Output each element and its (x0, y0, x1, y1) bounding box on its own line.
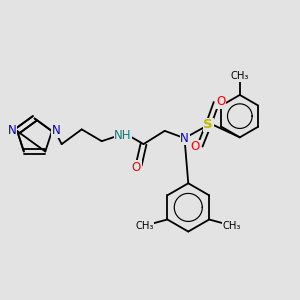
Text: O: O (216, 95, 226, 108)
Text: N: N (8, 124, 17, 137)
Text: CH₃: CH₃ (223, 221, 241, 231)
Text: NH: NH (114, 129, 132, 142)
Text: CH₃: CH₃ (231, 71, 249, 81)
Text: N: N (52, 124, 60, 137)
Text: O: O (132, 160, 141, 174)
Text: S: S (203, 118, 213, 131)
Text: CH₃: CH₃ (136, 221, 154, 231)
Text: O: O (191, 140, 200, 153)
Text: N: N (180, 132, 189, 145)
